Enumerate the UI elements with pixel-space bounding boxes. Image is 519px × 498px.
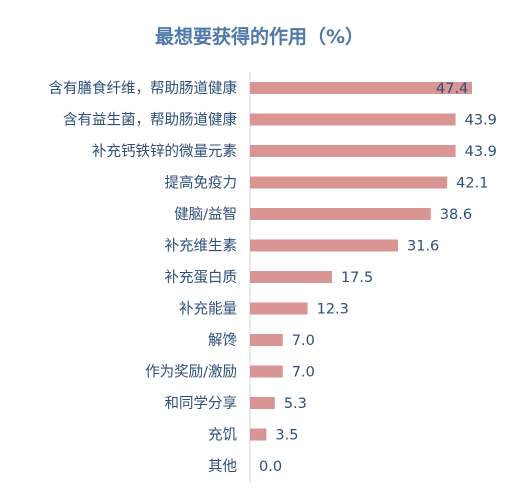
bar (250, 82, 472, 94)
data-label: 7.0 (292, 365, 315, 381)
category-label: 和同学分享 (165, 395, 238, 412)
category-label: 含有益生菌，帮助肠道健康 (63, 112, 237, 129)
data-label: 43.9 (465, 144, 497, 160)
bar (250, 208, 431, 220)
bar (250, 365, 283, 378)
data-label: 31.6 (407, 239, 439, 255)
category-label: 作为奖励/激励 (145, 364, 237, 381)
bar (250, 239, 398, 252)
bar (250, 302, 308, 315)
category-label: 解馋 (208, 332, 237, 349)
category-label: 充饥 (208, 427, 237, 444)
data-label: 12.3 (317, 302, 349, 318)
category-label: 提高免疫力 (165, 175, 238, 192)
data-label: 5.3 (284, 396, 307, 412)
data-label: 43.9 (465, 113, 497, 129)
data-label: 47.4 (436, 81, 468, 97)
category-label: 补充能量 (179, 301, 237, 318)
bar (250, 113, 456, 126)
data-label: 0.0 (259, 459, 282, 475)
category-label: 健脑/益智 (174, 206, 237, 223)
category-label: 补充维生素 (165, 238, 238, 255)
bar (250, 271, 332, 283)
bar (250, 145, 456, 157)
category-label: 含有膳食纤维，帮助肠道健康 (49, 80, 238, 97)
data-label: 3.5 (275, 428, 298, 444)
data-label: 42.1 (456, 176, 488, 192)
chart-title: 最想要获得的作用（%） (154, 26, 365, 48)
bar (250, 334, 283, 346)
category-label: 其他 (208, 458, 237, 475)
data-label: 17.5 (341, 270, 373, 286)
data-label: 38.6 (440, 207, 472, 223)
category-label: 补充蛋白质 (165, 269, 238, 286)
data-label: 7.0 (292, 333, 315, 349)
category-label: 补充钙铁锌的微量元素 (92, 143, 237, 160)
bar (250, 176, 448, 189)
bar (250, 397, 275, 409)
bar (250, 428, 267, 441)
